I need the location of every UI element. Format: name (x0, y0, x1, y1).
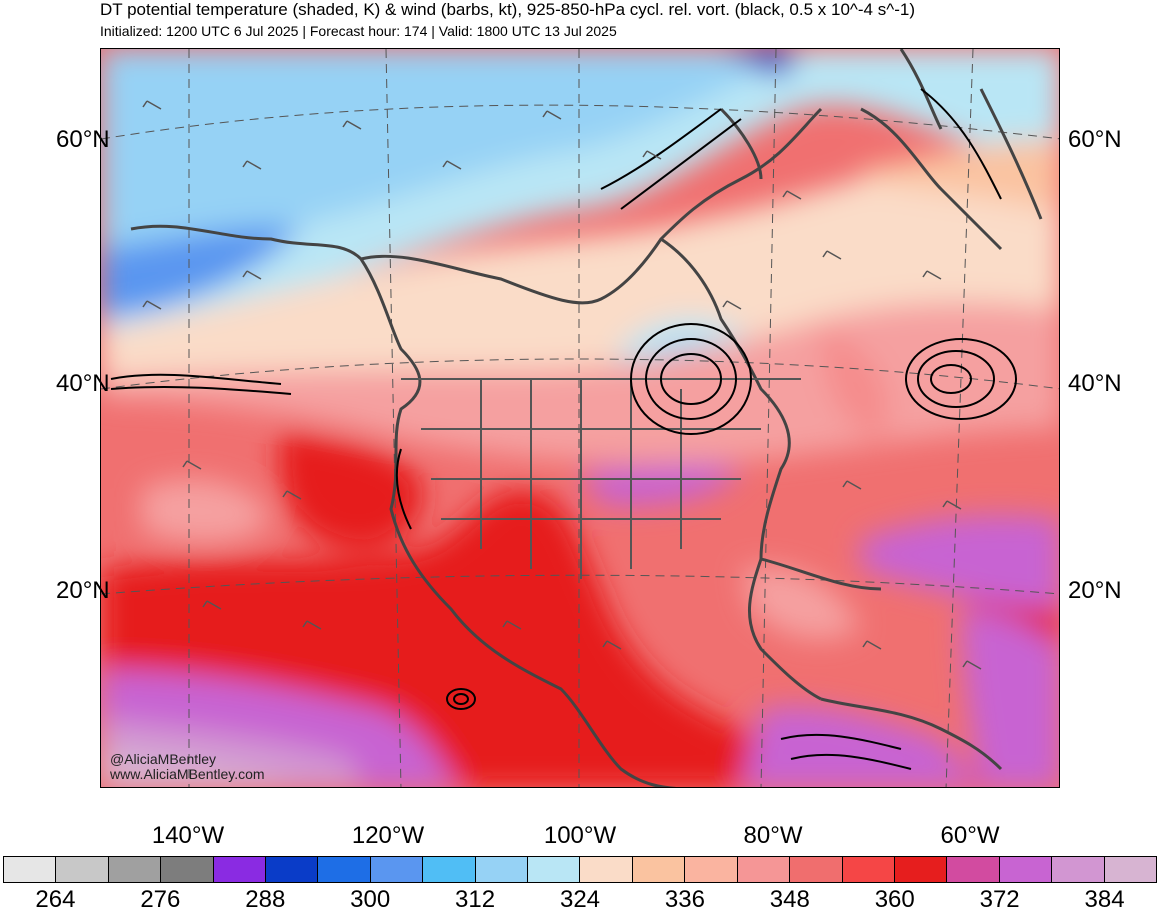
colorbar-swatch (632, 857, 686, 882)
colorbar (3, 856, 1157, 883)
credit-handle: @AliciaMBentley (110, 751, 217, 767)
colorbar-swatch (999, 857, 1053, 882)
wind-barbs (142, 100, 982, 670)
colorbar-swatch (947, 857, 1000, 882)
state-borders (401, 378, 801, 579)
lon-label-80w: 80°W (743, 822, 803, 849)
colorbar-label: 384 (1084, 886, 1125, 913)
colorbar-swatch (1052, 857, 1105, 882)
colorbar-label: 348 (769, 886, 810, 913)
coastlines (130, 49, 1043, 787)
lat-label-40n-left: 40°N (56, 370, 110, 397)
lon-label-140w: 140°W (151, 822, 225, 849)
credit-site: www.AliciaMBentley.com (110, 766, 265, 782)
colorbar-swatch (108, 857, 162, 882)
colorbar-label: 372 (979, 886, 1020, 913)
map-canvas (101, 49, 1059, 787)
colorbar-label: 312 (455, 886, 496, 913)
map-subtitle: Initialized: 1200 UTC 6 Jul 2025 | Forec… (100, 23, 617, 39)
colorbar-swatch (790, 857, 843, 882)
lat-label-20n-right: 20°N (1068, 577, 1122, 604)
colorbar-swatch (894, 857, 948, 882)
map-title: DT potential temperature (shaded, K) & w… (100, 0, 915, 19)
colorbar-swatch (370, 857, 424, 882)
colorbar-swatch (1104, 857, 1156, 882)
colorbar-label: 324 (559, 886, 601, 913)
colorbar-label: 288 (245, 886, 286, 913)
colorbar-swatch (528, 857, 581, 882)
colorbar-swatch (737, 857, 791, 882)
colorbar-swatch (685, 857, 738, 882)
lon-label-60w: 60°W (940, 822, 1000, 849)
colorbar-swatch (580, 857, 633, 882)
colorbar-label: 300 (350, 886, 391, 913)
colorbar-swatch (423, 857, 476, 882)
colorbar-swatch (56, 857, 109, 882)
colorbar-swatch (4, 857, 57, 882)
graticule-lines (101, 49, 1059, 787)
colorbar-swatch (161, 857, 214, 882)
colorbar-swatch (213, 857, 267, 882)
lat-label-60n-left: 60°N (56, 126, 110, 153)
colorbar-swatch (266, 857, 319, 882)
lat-label-40n-right: 40°N (1068, 370, 1122, 397)
vorticity-contours (110, 88, 1017, 770)
lon-label-120w: 120°W (351, 822, 425, 849)
lat-label-20n-left: 20°N (56, 577, 110, 604)
colorbar-label: 360 (874, 886, 915, 913)
colorbar-swatch (475, 857, 529, 882)
lon-label-100w: 100°W (543, 822, 617, 849)
colorbar-label: 264 (35, 886, 76, 913)
colorbar-swatch (318, 857, 371, 882)
colorbar-swatch (842, 857, 895, 882)
colorbar-label: 276 (140, 886, 181, 913)
lat-label-60n-right: 60°N (1068, 126, 1122, 153)
credit-block: @AliciaMBentley www.AliciaMBentley.com (110, 752, 265, 782)
colorbar-label: 336 (664, 886, 705, 913)
weather-map[interactable] (100, 48, 1060, 788)
